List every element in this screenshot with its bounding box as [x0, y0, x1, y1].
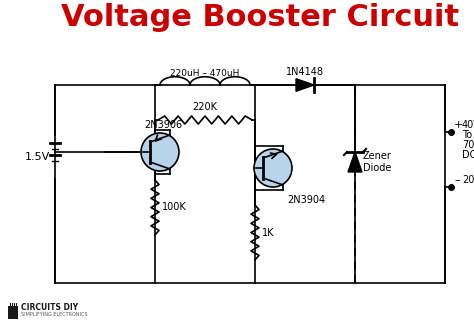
Text: DC: DC — [462, 150, 474, 160]
Text: 1.5V: 1.5V — [25, 152, 50, 162]
Text: Zener
Diode: Zener Diode — [363, 151, 392, 173]
Circle shape — [254, 149, 292, 187]
Text: 2N3904: 2N3904 — [287, 195, 325, 205]
Bar — [8, 306, 18, 319]
Text: –: – — [454, 175, 460, 185]
Text: +: + — [454, 120, 464, 130]
Circle shape — [141, 133, 179, 171]
Text: 220uH – 470uH: 220uH – 470uH — [170, 69, 240, 78]
Polygon shape — [296, 79, 314, 91]
Text: 100K: 100K — [162, 202, 187, 213]
Text: To: To — [462, 130, 472, 140]
Text: 220K: 220K — [192, 102, 218, 112]
Text: Voltage Booster Circuit: Voltage Booster Circuit — [61, 3, 459, 32]
Polygon shape — [348, 152, 362, 172]
Text: 2N3906: 2N3906 — [144, 120, 182, 130]
Text: 1N4148: 1N4148 — [286, 67, 324, 77]
Text: SIMPLIFYING ELECTRONICS: SIMPLIFYING ELECTRONICS — [21, 311, 88, 317]
Text: 1K: 1K — [262, 227, 274, 238]
Text: 40V: 40V — [462, 120, 474, 130]
Text: 20mA: 20mA — [462, 175, 474, 185]
Text: CIRCUITS DIY: CIRCUITS DIY — [21, 304, 78, 313]
Text: 70V: 70V — [462, 140, 474, 150]
